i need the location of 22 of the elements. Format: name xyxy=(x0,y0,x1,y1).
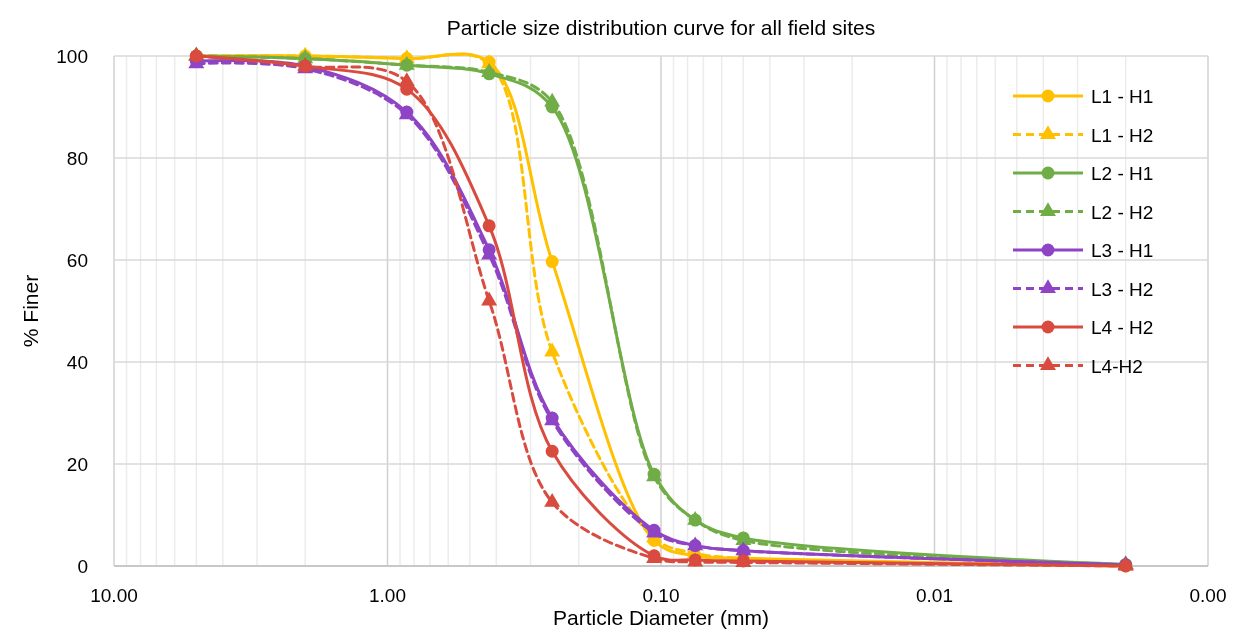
legend-label: L1 - H1 xyxy=(1091,86,1154,107)
legend-label: L3 - H2 xyxy=(1091,278,1154,300)
x-tick-label: 0.01 xyxy=(916,585,953,606)
y-tick-label: 80 xyxy=(66,148,88,169)
x-tick-label: 1.00 xyxy=(369,585,406,606)
legend-label: L4-H2 xyxy=(1091,355,1143,377)
y-tick-label: 40 xyxy=(66,352,88,373)
y-tick-label: 100 xyxy=(56,46,88,67)
y-axis-title: % Finer xyxy=(19,274,42,348)
y-tick-label: 60 xyxy=(66,250,88,271)
legend-label: L4 - H2 xyxy=(1091,317,1154,338)
x-tick-label: 10.00 xyxy=(90,585,138,606)
legend-label: L3 - H1 xyxy=(1091,240,1154,261)
legend-label: L2 - H1 xyxy=(1091,163,1154,184)
x-tick-label: 0.00 xyxy=(1189,585,1227,606)
chart-title: Particle size distribution curve for all field sites xyxy=(446,16,876,39)
legend-label: L1 - H2 xyxy=(1091,124,1154,146)
x-axis-title: Particle Diameter (mm) xyxy=(553,606,769,629)
x-tick-label: 0.10 xyxy=(642,585,680,606)
y-tick-label: 0 xyxy=(77,556,88,577)
y-tick-label: 20 xyxy=(66,454,88,475)
legend-label: L2 - H2 xyxy=(1091,201,1154,223)
